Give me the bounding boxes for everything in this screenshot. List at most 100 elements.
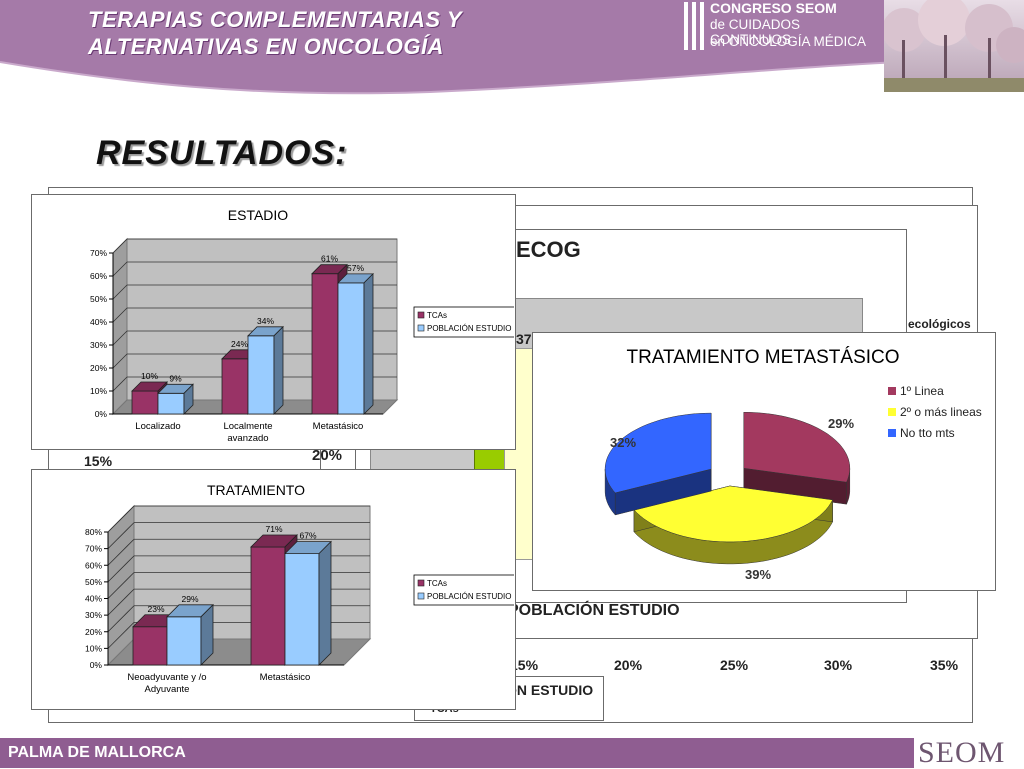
trat-legend-box: [413, 574, 514, 606]
congress-line2: de CUIDADOS CONTINUOS: [710, 17, 801, 47]
congress-line1: CONGRESO SEOM: [710, 0, 837, 16]
trat-ytick-label: 70%: [85, 544, 102, 554]
pie-slice-2: [604, 412, 712, 516]
pie-data-label: 39%: [745, 567, 771, 582]
estadio-ytick-label: 30%: [90, 340, 107, 350]
estadio-bar-poblaci-n-estudio-2: [337, 272, 374, 415]
estadio-grid-side: [112, 376, 128, 392]
estadio-data-label: 24%: [231, 339, 248, 349]
trat-bar-poblaci-n-estudio-1: [284, 540, 332, 666]
tratamiento-metastasico-chart: TRATAMIENTO METASTÁSICO 29% 39% 32% 1º Lin…: [604, 347, 982, 582]
estadio-legend-swatch: [417, 311, 425, 319]
estadio-grid-side: [112, 238, 128, 254]
pct-15-fragment: 15%: [84, 453, 113, 469]
estadio-bar-poblaci-n-estudio-1: [247, 325, 284, 415]
estadio-category-label: Localmente: [223, 421, 272, 432]
trat-grid-side: [107, 622, 135, 649]
pie-slice-1: [633, 485, 834, 565]
trat-data-label: 67%: [299, 531, 316, 541]
trat-ytick-label: 40%: [85, 594, 102, 604]
pie-slice-0: [743, 412, 851, 505]
pie-chart-panel: TRATAMIENTO METASTÁSICO 29% 39% 32% 1º Lin…: [532, 332, 996, 591]
estadio-legend-box: [413, 306, 514, 338]
ecog-title: ECOG: [516, 237, 581, 262]
legend-poblacion-fragment: ON ESTUDIO: [506, 682, 594, 698]
pie-data-label: 29%: [828, 416, 854, 431]
footer-band: [0, 738, 1024, 768]
axis-tick-2: 25%: [720, 657, 749, 673]
trat-ytick-label: 50%: [85, 577, 102, 587]
seom-logo-box: [914, 738, 1024, 768]
seom-logo: SEOM: [918, 736, 1006, 769]
pie-legend-swatch: [888, 408, 896, 416]
estadio-legend-label: POBLACIÓN ESTUDIO: [427, 324, 511, 333]
estadio-data-label: 57%: [347, 263, 364, 273]
trat-category-label: Metastásico: [260, 672, 311, 683]
axis-tick-4: 35%: [930, 657, 959, 673]
estadio-data-label: 61%: [321, 254, 338, 264]
estadio-ytick-label: 20%: [90, 363, 107, 373]
pct-20-fragment: 20%: [312, 447, 343, 464]
estadio-grid-side: [112, 284, 128, 300]
estadio-category-label: Localizado: [135, 421, 180, 432]
trat-legend-label: TCAs: [427, 579, 447, 588]
trat-legend-swatch: [417, 592, 425, 600]
pie-legend-label: 1º Linea: [900, 384, 944, 398]
trat-ytick-label: 20%: [85, 627, 102, 637]
axis-tick-1: 20%: [614, 657, 643, 673]
estadio-grid-side: [112, 330, 128, 346]
axis-tick-0: 15%: [510, 657, 539, 673]
trat-ytick-label: 60%: [85, 560, 102, 570]
trat-data-label: 23%: [147, 604, 164, 614]
trat-grid-side: [107, 572, 135, 599]
pie-data-label: 32%: [610, 435, 636, 450]
ecologicos-fragment: ecológicos: [908, 317, 971, 331]
trat-data-label: 29%: [181, 594, 198, 604]
estadio-grid-side: [112, 307, 128, 323]
estadio-data-label: 9%: [169, 373, 182, 383]
estadio-chart-panel: ESTADIO 0% 10% 20% 30% 40% 50% 60% 70% Localizad…: [31, 194, 516, 450]
header-title-line1: TERAPIAS COMPLEMENTARIAS Y: [88, 7, 462, 32]
trat-data-label: 71%: [265, 524, 282, 534]
orchard-photo: [884, 0, 1024, 92]
congress-bars-icon: [684, 2, 704, 50]
trat-category-label: Neoadyuvante y /o: [127, 672, 206, 683]
header-title: TERAPIAS COMPLEMENTARIAS Y ALTERNATIVAS …: [88, 6, 462, 60]
congress-line3: en ONCOLOGÍA MÉDICA: [710, 34, 867, 49]
pie-legend-swatch: [888, 387, 896, 395]
axis-tick-3: 30%: [824, 657, 853, 673]
pie-legend-label: 2º o más lineas: [900, 405, 982, 419]
section-title: RESULTADOS:: [96, 134, 348, 172]
trat-category-label: Adyuvante: [145, 684, 190, 695]
pie-chart-title: TRATAMIENTO METASTÁSICO: [626, 347, 899, 368]
trat-grid-side: [107, 522, 135, 549]
trat-ytick-label: 30%: [85, 610, 102, 620]
trat-grid-side: [107, 505, 135, 533]
trat-grid-side: [107, 538, 135, 566]
trat-ytick-label: 80%: [85, 527, 102, 537]
estadio-grid-side: [112, 353, 128, 369]
estadio-ytick-label: 0%: [95, 409, 108, 419]
pct-37-fragment: 37: [516, 331, 532, 347]
estadio-category-label: avanzado: [227, 433, 268, 444]
pie-legend-swatch: [888, 429, 896, 437]
estadio-grid-side: [112, 261, 128, 277]
estadio-legend-label: TCAs: [427, 311, 447, 320]
pie-legend-label: No tto mts: [900, 426, 955, 440]
estadio-ytick-label: 60%: [90, 271, 107, 281]
estadio-chart: ESTADIO 0% 10% 20% 30% 40% 50% 60% 70% Localizad…: [90, 207, 514, 444]
estadio-ytick-label: 70%: [90, 248, 107, 258]
trat-ytick-label: 10%: [85, 643, 102, 653]
axis-ticks-fragment: 15% 20% 25% 30% 35%: [510, 657, 970, 675]
header-band: [0, 0, 1024, 95]
tratamiento-chart-panel: TRATAMIENTO 0% 10% 20% 30% 40% 50% 60% 70% 80% Ne…: [31, 469, 516, 710]
trat-grid-side: [107, 588, 135, 616]
congress-logo: CONGRESO SEOM de CUIDADOS CONTINUOS en O…: [684, 0, 884, 54]
estadio-ytick-label: 10%: [90, 386, 107, 396]
estadio-data-label: 34%: [257, 316, 274, 326]
poblacion-estudio-fragment: POBLACIÓN ESTUDIO: [508, 602, 680, 619]
header-title-line2: ALTERNATIVAS EN ONCOLOGÍA: [88, 34, 444, 59]
estadio-legend-swatch: [417, 324, 425, 332]
trat-grid-side: [107, 555, 135, 583]
estadio-chart-title: ESTADIO: [228, 207, 289, 223]
